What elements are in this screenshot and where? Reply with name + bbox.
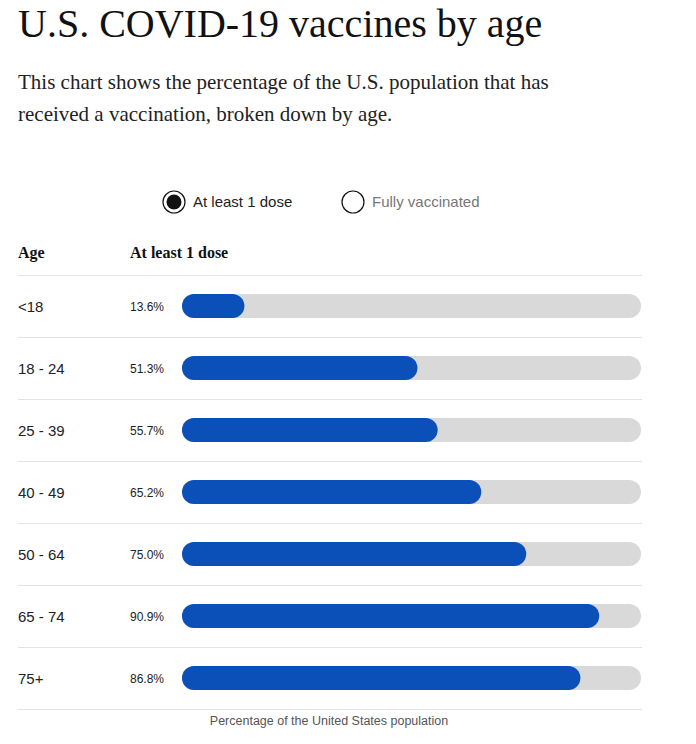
subtitle: This chart shows the percentage of the U… bbox=[18, 66, 618, 130]
row-separator bbox=[18, 337, 642, 338]
radio-circle[interactable] bbox=[342, 191, 364, 213]
bar-track bbox=[182, 356, 641, 380]
row-separator bbox=[18, 523, 642, 524]
bar bbox=[182, 666, 580, 690]
category-label: 40 - 49 bbox=[18, 484, 65, 501]
data-label: 13.6% bbox=[130, 300, 164, 314]
radio-label: Fully vaccinated bbox=[372, 193, 480, 210]
bar bbox=[182, 542, 526, 566]
row-separator bbox=[18, 647, 642, 648]
data-label: 90.9% bbox=[130, 610, 164, 624]
column-header: Age bbox=[18, 244, 45, 262]
radio-label: At least 1 dose bbox=[193, 193, 292, 210]
category-label: 25 - 39 bbox=[18, 422, 65, 439]
bar bbox=[182, 418, 438, 442]
row-separator bbox=[18, 275, 642, 276]
bar bbox=[182, 294, 244, 318]
radio-circle[interactable] bbox=[163, 191, 185, 213]
radio-option[interactable] bbox=[342, 191, 364, 213]
category-label: 50 - 64 bbox=[18, 546, 65, 563]
data-label: 55.7% bbox=[130, 424, 164, 438]
bar-track bbox=[182, 480, 641, 504]
bar bbox=[182, 356, 417, 380]
radio-dot bbox=[167, 195, 182, 210]
data-label: 75.0% bbox=[130, 548, 164, 562]
category-label: 75+ bbox=[18, 670, 44, 687]
bar bbox=[182, 604, 599, 628]
category-label: <18 bbox=[18, 298, 43, 315]
category-label: 65 - 74 bbox=[18, 608, 65, 625]
bar-track bbox=[182, 542, 641, 566]
data-label: 51.3% bbox=[130, 362, 164, 376]
row-separator bbox=[18, 399, 642, 400]
data-label: 86.8% bbox=[130, 672, 164, 686]
title: U.S. COVID-19 vaccines by age bbox=[18, 0, 542, 48]
bar bbox=[182, 480, 481, 504]
category-label: 18 - 24 bbox=[18, 360, 65, 377]
bar-track bbox=[182, 294, 641, 318]
column-header: At least 1 dose bbox=[130, 244, 228, 261]
row-separator bbox=[18, 585, 642, 586]
row-separator bbox=[18, 709, 642, 710]
bar-track bbox=[182, 666, 641, 690]
bar-track bbox=[182, 418, 641, 442]
bar-track bbox=[182, 604, 641, 628]
bars bbox=[182, 294, 641, 690]
data-label: 65.2% bbox=[130, 486, 164, 500]
row-separator bbox=[18, 461, 642, 462]
axis-label: Percentage of the United States populati… bbox=[210, 714, 448, 728]
radio-option[interactable] bbox=[163, 191, 185, 213]
